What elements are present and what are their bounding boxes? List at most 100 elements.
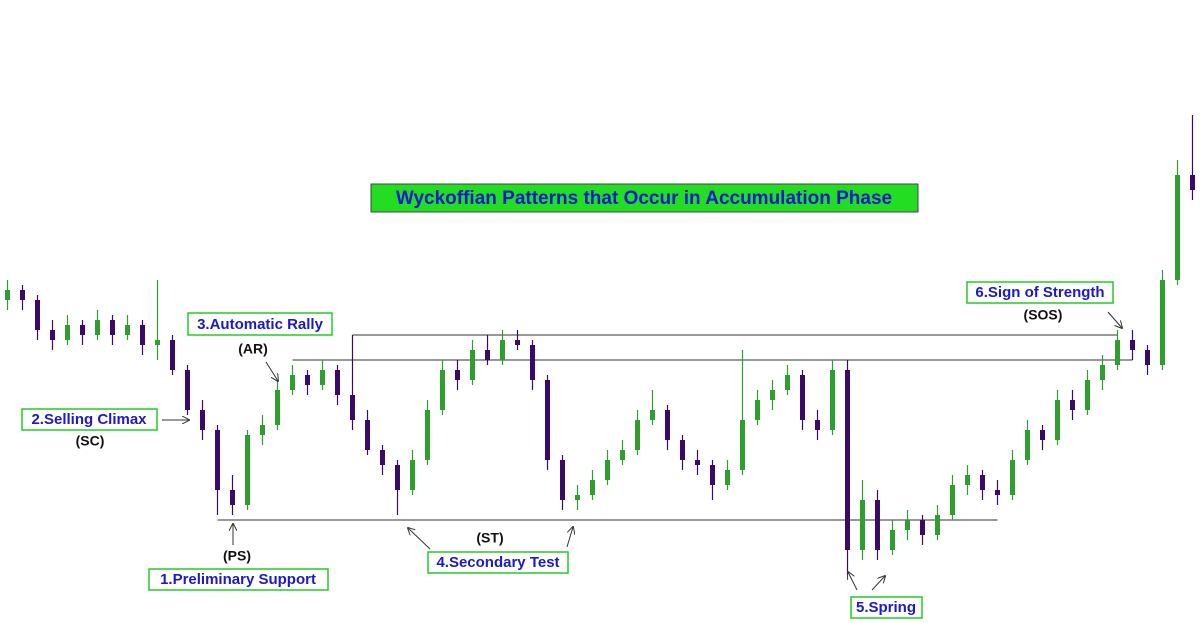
arrow (871, 576, 885, 591)
label-box (148, 568, 329, 591)
arrow (566, 527, 573, 548)
candle-body (455, 370, 460, 380)
candle-body (800, 375, 805, 420)
candle-body (695, 460, 700, 465)
arrow (1107, 311, 1122, 328)
candle-body (245, 435, 250, 505)
candle-body (545, 380, 550, 460)
candle-body (605, 460, 610, 480)
candle-body (1085, 380, 1090, 410)
candle-body (470, 350, 475, 380)
candle-body (665, 410, 670, 440)
arrow (408, 528, 431, 550)
candle-body (440, 370, 445, 410)
candle-body (230, 490, 235, 505)
candle-body (785, 375, 790, 390)
annotation: 4.Secondary Test (436, 554, 559, 571)
candle-body (380, 450, 385, 465)
candle-body (35, 300, 40, 330)
candle-body (290, 375, 295, 390)
candle-body (1130, 340, 1135, 350)
candle-body (155, 340, 160, 345)
candle-body (650, 410, 655, 420)
candle-body (425, 410, 430, 460)
candle-body (995, 490, 1000, 495)
candle-body (755, 400, 760, 420)
candle-body (170, 340, 175, 370)
annotation: 2.Selling Climax (31, 411, 147, 428)
candle-body (1115, 340, 1120, 365)
candle-body (890, 530, 895, 550)
candle-body (860, 500, 865, 550)
arrow (848, 572, 858, 591)
candle-body (320, 370, 325, 385)
candle-body (740, 420, 745, 470)
candle-body (5, 290, 10, 300)
candle-body (815, 420, 820, 430)
annotation: (AR) (238, 341, 268, 357)
candle-body (215, 430, 220, 490)
annotation: (SOS) (1024, 307, 1063, 323)
candle-body (500, 340, 505, 360)
candle-body (80, 325, 85, 335)
candle-body (905, 520, 910, 530)
label-box (21, 408, 158, 431)
title-box (370, 183, 919, 213)
candle-body (1025, 430, 1030, 460)
annotation: 1.Preliminary Support (160, 571, 316, 588)
candle-body (1040, 430, 1045, 440)
candle-body (260, 425, 265, 435)
candle-body (140, 325, 145, 345)
candle-body (725, 470, 730, 485)
candle-body (485, 350, 490, 360)
candle-body (830, 370, 835, 430)
candle-body (1190, 175, 1195, 190)
candle-body (1070, 400, 1075, 410)
candle-body (515, 340, 520, 345)
candles (5, 115, 1195, 575)
candle-body (590, 480, 595, 495)
annotation: 6.Sign of Strength (975, 284, 1104, 301)
annotation: (SC) (76, 433, 105, 449)
candle-body (620, 450, 625, 460)
candle-body (20, 290, 25, 300)
candle-body (770, 390, 775, 400)
candle-body (1055, 400, 1060, 440)
candle-body (1160, 280, 1165, 365)
arrow (265, 361, 278, 381)
candle-body (680, 440, 685, 460)
candle-body (635, 420, 640, 450)
candle-body (410, 460, 415, 490)
candle-body (530, 345, 535, 380)
candle-body (875, 500, 880, 550)
candle-body (920, 520, 925, 535)
annotation: 5.Spring (856, 599, 916, 616)
candle-body (1010, 460, 1015, 495)
label-box (427, 551, 569, 574)
candle-body (1100, 365, 1105, 380)
annotation: (PS) (223, 548, 251, 564)
candle-body (125, 325, 130, 335)
candle-body (950, 485, 955, 515)
levels (217, 334, 1133, 521)
annotation: 3.Automatic Rally (197, 316, 324, 333)
candle-body (200, 410, 205, 430)
label-box (850, 596, 923, 619)
candle-body (185, 370, 190, 410)
candle-body (395, 465, 400, 490)
label-box (187, 312, 333, 336)
candle-body (845, 370, 850, 550)
candle-body (65, 325, 70, 340)
annotation: (ST) (476, 530, 503, 546)
candle-body (305, 375, 310, 385)
candle-body (335, 370, 340, 395)
candle-body (710, 465, 715, 485)
candle-body (575, 495, 580, 500)
chart-title: Wyckoffian Patterns that Occur in Accumu… (396, 188, 892, 209)
candle-body (50, 330, 55, 340)
candle-body (965, 475, 970, 485)
label-box (966, 281, 1114, 304)
candle-body (275, 390, 280, 425)
candle-body (110, 320, 115, 335)
